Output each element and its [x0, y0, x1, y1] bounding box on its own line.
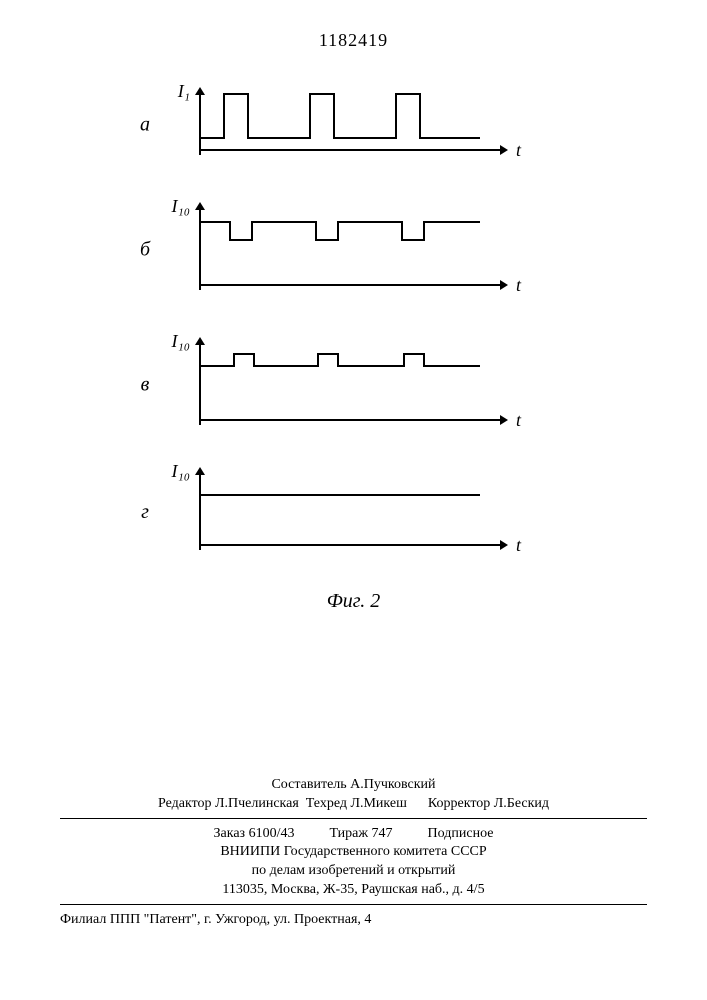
figure-caption: Фиг. 2: [0, 590, 707, 613]
imprint-block: Составитель А.Пучковский Редактор Л.Пчел…: [60, 776, 647, 930]
svg-text:t: t: [516, 140, 522, 160]
org-line-1: ВНИИПИ Государственного комитета СССР: [60, 843, 647, 862]
figure-area: I₁ t а I₁₀ t б I₁₀ t в I₁₀ t г: [0, 70, 707, 590]
svg-text:б: б: [140, 239, 151, 261]
svg-text:в: в: [141, 374, 150, 396]
divider-2: [60, 904, 647, 905]
org-line-2: по делам изобретений и открытий: [60, 862, 647, 881]
timing-diagram: I₁ t а I₁₀ t б I₁₀ t в I₁₀ t г: [0, 70, 707, 590]
svg-text:I₁₀: I₁₀: [170, 196, 190, 216]
svg-text:а: а: [140, 114, 150, 136]
svg-text:t: t: [516, 275, 522, 295]
svg-text:г: г: [141, 501, 149, 523]
svg-text:I₁: I₁: [177, 81, 190, 101]
svg-text:t: t: [516, 410, 522, 430]
compiler-line: Составитель А.Пучковский: [60, 776, 647, 795]
divider-1: [60, 818, 647, 819]
svg-text:t: t: [516, 535, 522, 555]
page-number: 1182419: [0, 30, 707, 51]
roles-line: Редактор Л.Пчелинская Техред Л.Микеш Кор…: [60, 795, 647, 814]
svg-text:I₁₀: I₁₀: [170, 461, 190, 481]
svg-text:I₁₀: I₁₀: [170, 331, 190, 351]
address-1: 113035, Москва, Ж-35, Раушская наб., д. …: [60, 881, 647, 900]
address-2: Филиал ППП "Патент", г. Ужгород, ул. Про…: [60, 911, 647, 930]
order-line: Заказ 6100/43 Тираж 747 Подписное: [60, 825, 647, 844]
